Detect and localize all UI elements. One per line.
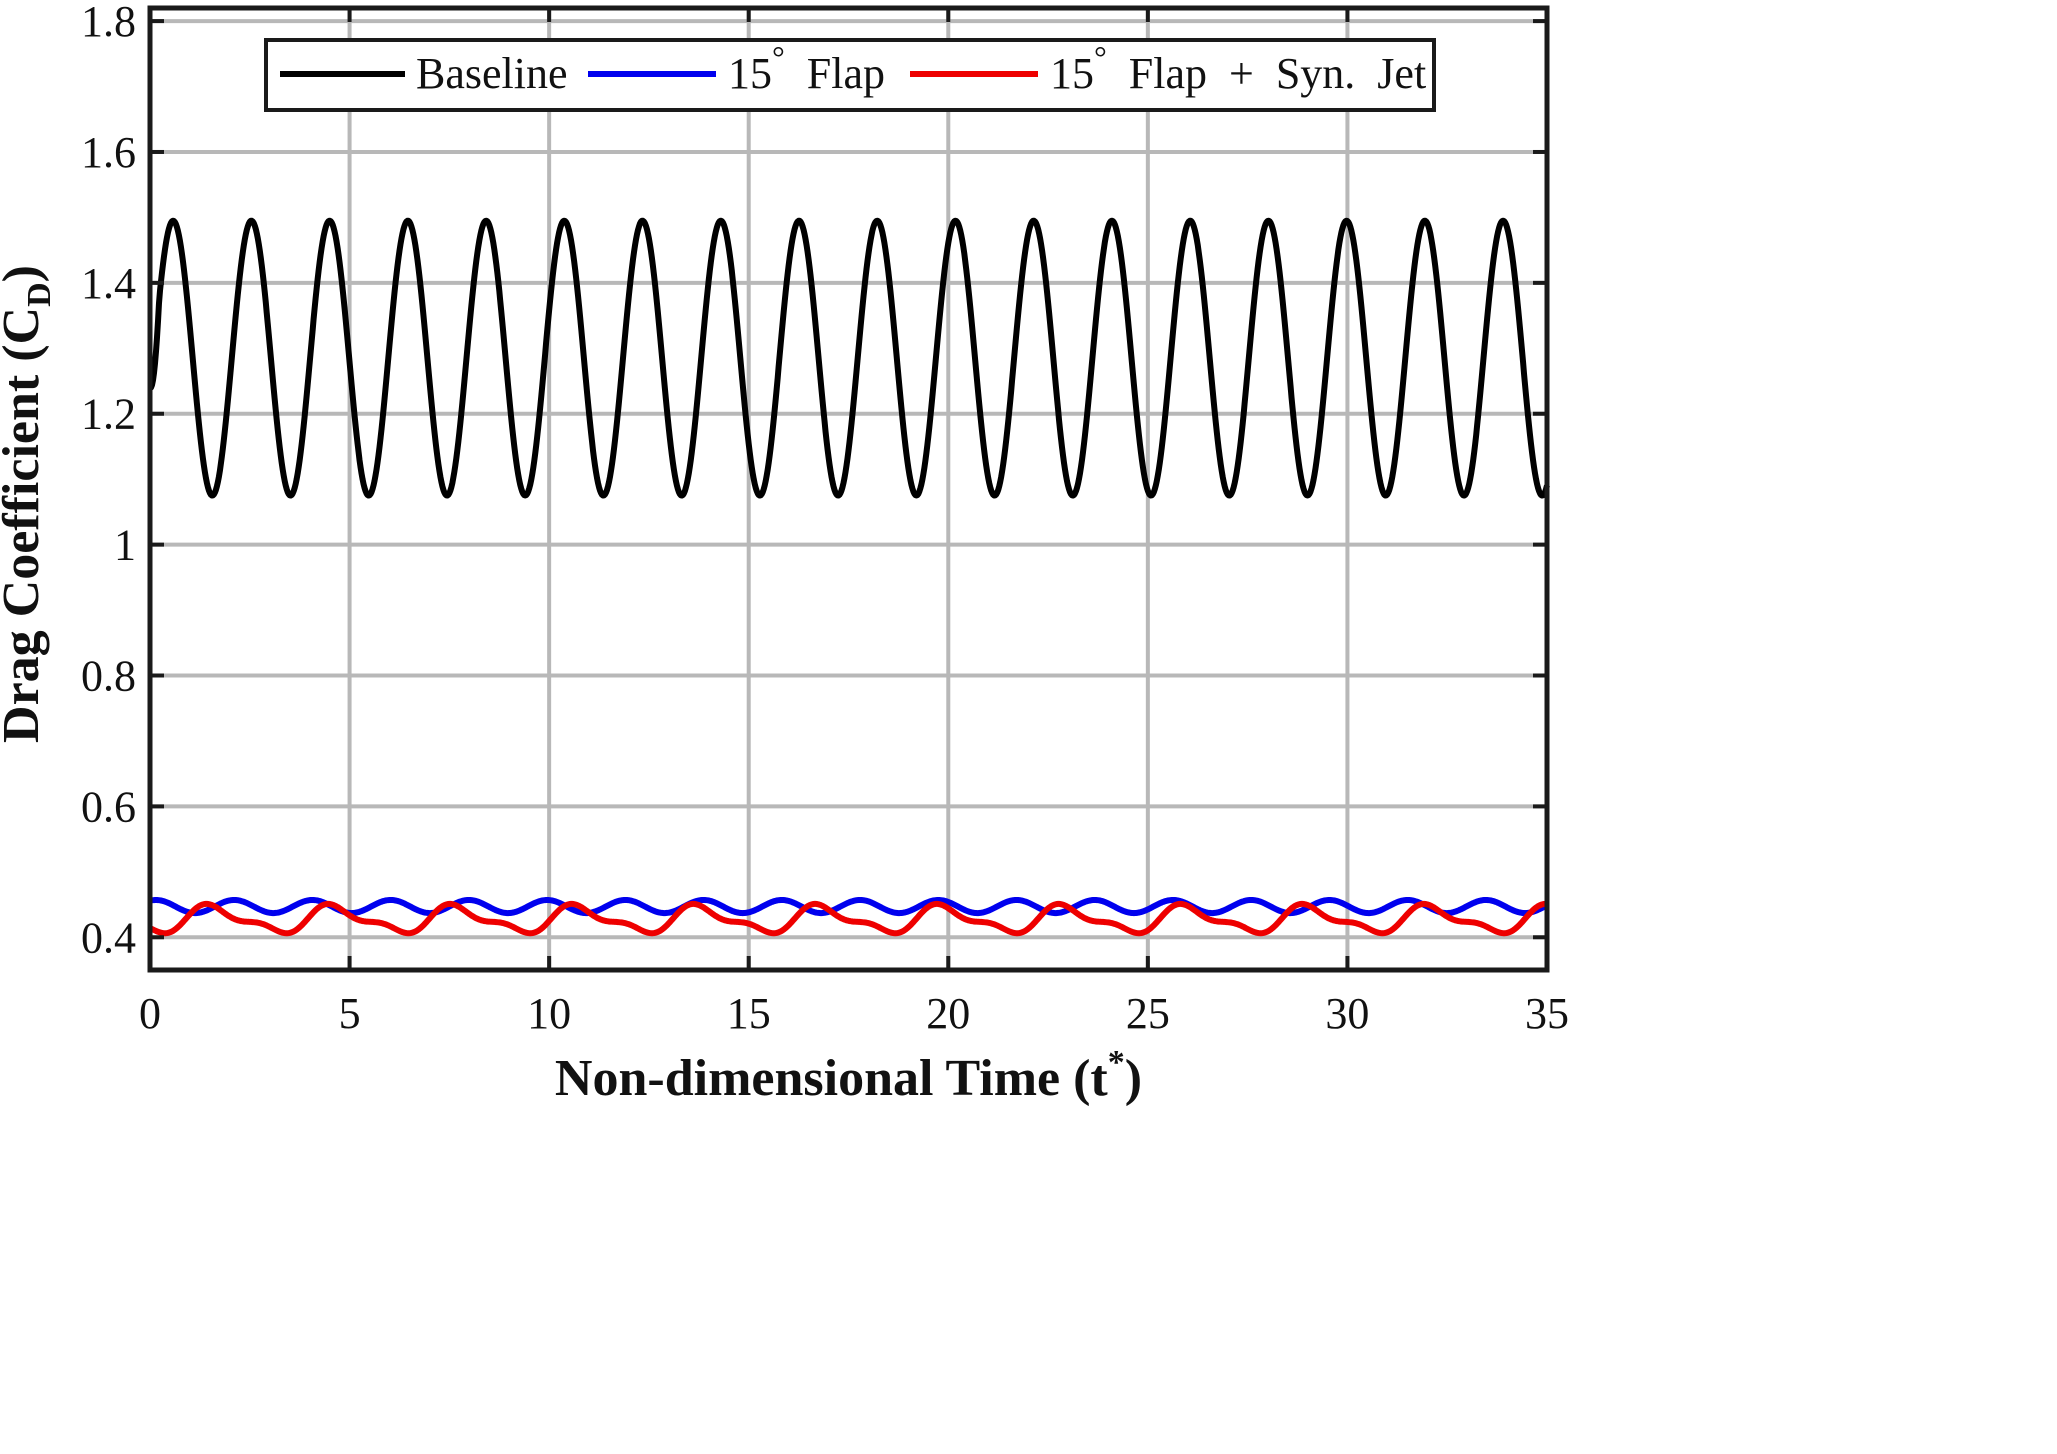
x-tick-label: 35: [1525, 989, 1569, 1038]
y-axis-title-main: Drag Coefficient (C: [0, 307, 50, 743]
ticks-layer: [148, 8, 1549, 970]
grid-layer: [150, 8, 1547, 970]
x-tick-label: 0: [139, 989, 161, 1038]
x-axis-title-main: Non-dimensional Time (t: [555, 1050, 1108, 1107]
x-tick-label: 5: [339, 989, 361, 1038]
legend-label-flap-tail: Flap: [785, 49, 885, 98]
x-tick-label: 15: [727, 989, 771, 1038]
x-axis-title: Non-dimensional Time (t*): [555, 1044, 1142, 1107]
legend-label-flap: 15° Flap: [728, 39, 885, 98]
y-tick-label: 1.8: [81, 0, 136, 46]
series-line-2: [148, 900, 1549, 937]
legend-label-flap-synjet-tail: Flap + Syn. Jet: [1107, 49, 1426, 98]
legend: Baseline 15° Flap 15° Flap + Syn. Jet: [264, 38, 1436, 112]
y-tick-label: 0.4: [81, 913, 136, 962]
legend-label-flap-main: 15: [728, 49, 772, 98]
x-axis-title-sup: *: [1108, 1044, 1125, 1081]
legend-label-baseline-main: Baseline: [416, 49, 568, 98]
y-tick-label: 0.6: [81, 782, 136, 831]
series-line-0: [148, 217, 1550, 499]
legend-label-flap-synjet-sup: °: [1094, 39, 1107, 75]
series-layer: [148, 217, 1550, 937]
legend-label-baseline: Baseline: [416, 49, 568, 98]
x-axis-title-tail: ): [1125, 1050, 1142, 1107]
y-tick-label: 1: [114, 521, 136, 570]
y-tick-label: 0.8: [81, 652, 136, 701]
x-tick-label: 30: [1325, 989, 1369, 1038]
legend-label-flap-synjet-main: 15: [1050, 49, 1094, 98]
y-tick-label: 1.4: [81, 259, 136, 308]
x-tick-label: 25: [1126, 989, 1170, 1038]
y-tick-label: 1.6: [81, 128, 136, 177]
legend-label-flap-sup: °: [772, 39, 785, 75]
legend-box: [264, 38, 1436, 112]
series-line-1: [148, 897, 1549, 917]
legend-label-flap-synjet: 15° Flap + Syn. Jet: [1050, 39, 1426, 98]
y-axis-title: Drag Coefficient (CD): [0, 265, 58, 743]
y-axis-title-tail: ): [0, 265, 50, 282]
tick-labels-layer: 0 5 10 15 20 25 30 35 0.4 0.6 0.8 1 1.2 1.4 1.6 1.8: [81, 0, 1569, 1038]
plot-frame: [147, 5, 1550, 973]
x-tick-label: 10: [527, 989, 571, 1038]
y-axis-title-sub: D: [21, 282, 58, 307]
y-tick-label: 1.2: [81, 390, 136, 439]
x-tick-label: 20: [926, 989, 970, 1038]
